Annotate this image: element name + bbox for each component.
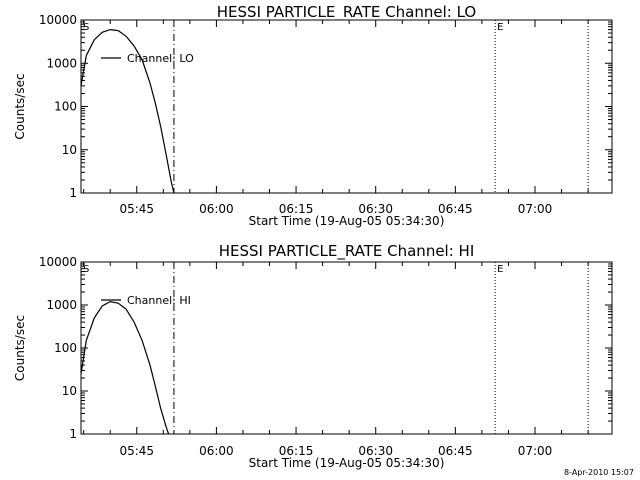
y-tick-label: 1000 (46, 56, 77, 70)
plot-frame (80, 19, 613, 194)
chart-title: HESSI PARTICLE_RATE Channel: HI (219, 242, 475, 261)
y-tick-label: 10000 (39, 13, 77, 27)
x-tick-label: 05:45 (119, 202, 154, 216)
legend-label: Channel: LO (127, 52, 194, 65)
y-tick-label: 10 (62, 143, 77, 157)
x-tick-label: 07:00 (518, 444, 553, 458)
chart-title: HESSI PARTICLE_RATE Channel: LO (217, 3, 476, 22)
y-tick-label: 10 (62, 384, 77, 398)
series-line (80, 300, 170, 435)
x-tick-label: 06:30 (358, 444, 393, 458)
y-axis-label: Counts/sec (13, 315, 27, 381)
corner-label: S (83, 22, 89, 33)
y-tick-label: 1 (69, 186, 77, 200)
legend-label: Channel: HI (127, 294, 191, 307)
y-tick-label: 1 (69, 427, 77, 441)
x-tick-label: 05:45 (119, 444, 154, 458)
x-tick-label: 06:30 (358, 202, 393, 216)
marker-label: E (497, 22, 503, 33)
x-tick-label: 06:45 (438, 202, 473, 216)
x-tick-label: 06:15 (279, 444, 314, 458)
x-tick-label: 07:00 (518, 202, 553, 216)
x-tick-label: 06:00 (199, 444, 234, 458)
y-tick-label: 10000 (39, 255, 77, 269)
y-tick-label: 100 (54, 341, 77, 355)
y-axis-label: Counts/sec (13, 73, 27, 139)
x-tick-label: 06:00 (199, 202, 234, 216)
series-line (80, 28, 175, 194)
x-axis-label: Start Time (19-Aug-05 05:34:30) (249, 214, 445, 228)
y-tick-label: 100 (54, 100, 77, 114)
x-tick-label: 06:45 (438, 444, 473, 458)
x-tick-label: 06:15 (279, 202, 314, 216)
plot-timestamp: 8-Apr-2010 15:07 (564, 468, 634, 477)
marker-label: E (497, 264, 503, 275)
x-axis-label: Start Time (19-Aug-05 05:34:30) (249, 456, 445, 470)
corner-label: S (83, 264, 89, 275)
y-tick-label: 1000 (46, 298, 77, 312)
